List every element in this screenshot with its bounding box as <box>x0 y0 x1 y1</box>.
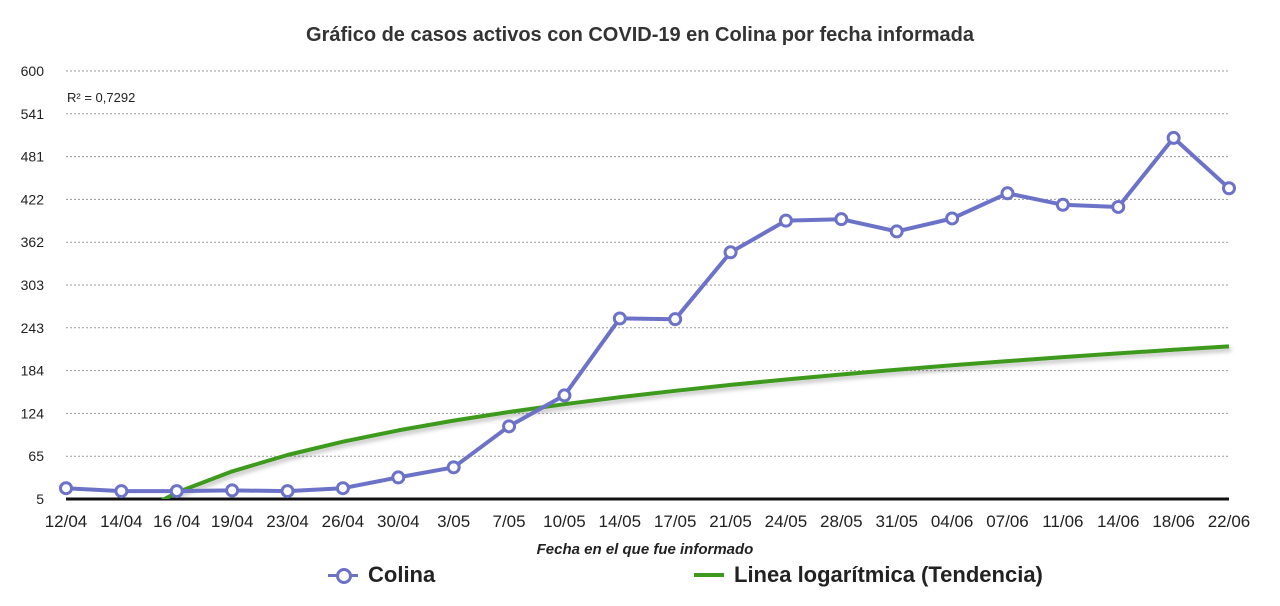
chart-title: Gráfico de casos activos con COVID-19 en… <box>306 24 974 46</box>
y-tick-label: 422 <box>21 191 45 207</box>
colina-point <box>612 311 627 326</box>
x-tick-label: 17/05 <box>654 512 697 531</box>
x-tick-label: 11/06 <box>1042 512 1083 531</box>
x-tick-label: 14/05 <box>599 512 642 531</box>
y-axis-ticks: 600 541 481 422 362 303 243 184 124 65 5 <box>21 63 45 507</box>
colina-point <box>778 213 793 228</box>
colina-point <box>502 419 517 434</box>
x-tick-label: 18/06 <box>1152 512 1195 531</box>
colina-point <box>889 224 904 239</box>
x-tick-label: 14/06 <box>1097 512 1140 531</box>
colina-point <box>446 460 461 475</box>
colina-point <box>1000 186 1015 201</box>
colina-point <box>1222 181 1236 196</box>
x-tick-label: 12/04 <box>45 512 88 531</box>
y-tick-label: 362 <box>21 234 45 250</box>
legend-swatch-colina <box>328 565 358 585</box>
y-tick-label: 303 <box>21 277 45 293</box>
x-tick-label: 22/06 <box>1208 512 1251 531</box>
x-tick-label: 30/04 <box>377 512 420 531</box>
colina-line <box>65 135 1231 494</box>
colina-point <box>114 484 129 499</box>
colina-point <box>1111 199 1126 214</box>
y-tick-label: 65 <box>28 448 44 464</box>
x-tick-label: 10/05 <box>543 512 586 531</box>
colina-point <box>1166 130 1181 145</box>
x-tick-label: 31/05 <box>875 512 918 531</box>
x-tick-label: 7/05 <box>493 512 526 531</box>
legend-label-colina: Colina <box>368 562 436 587</box>
series-layer <box>59 130 1236 499</box>
x-tick-label: 3/05 <box>437 512 470 531</box>
trend-line <box>160 344 1230 499</box>
x-tick-label: 23/04 <box>266 512 309 531</box>
x-tick-label: 21/05 <box>709 512 752 531</box>
colina-point <box>335 481 350 496</box>
x-tick-label: 04/06 <box>931 512 974 531</box>
y-tick-label: 124 <box>21 405 45 421</box>
legend: Colina Linea logarítmica (Tendencia) <box>0 562 1280 592</box>
x-tick-label: 28/05 <box>820 512 863 531</box>
y-tick-label: 184 <box>21 363 45 379</box>
legend-label-trend: Linea logarítmica (Tendencia) <box>734 562 1043 587</box>
colina-point <box>59 481 73 496</box>
colina-point <box>834 212 849 227</box>
y-tick-label: 541 <box>21 106 45 122</box>
x-tick-label: 07/06 <box>986 512 1029 531</box>
x-tick-label: 24/05 <box>765 512 808 531</box>
x-tick-label: 26/04 <box>322 512 365 531</box>
y-tick-label: 600 <box>21 63 45 79</box>
y-tick-label: 5 <box>36 491 44 507</box>
colina-point <box>945 211 960 226</box>
colina-point <box>280 484 295 499</box>
colina-point <box>668 312 683 327</box>
x-axis-ticks: 12/04 14/04 16 /04 19/04 23/04 26/04 30/04 3/05… <box>45 512 1251 531</box>
legend-item-trend: Linea logarítmica (Tendencia) <box>694 562 1043 588</box>
colina-point <box>225 483 240 498</box>
x-tick-label: 16 /04 <box>153 512 200 531</box>
colina-point <box>169 484 184 499</box>
legend-item-colina: Colina <box>328 562 435 588</box>
colina-point <box>391 470 406 485</box>
colina-point <box>723 245 738 260</box>
x-tick-label: 19/04 <box>211 512 254 531</box>
y-tick-label: 481 <box>21 149 45 165</box>
x-tick-label: 14/04 <box>100 512 143 531</box>
colina-point <box>1055 197 1070 212</box>
legend-swatch-trend <box>694 565 724 585</box>
y-tick-label: 243 <box>21 320 45 336</box>
r-squared-annotation: R² = 0,7292 <box>67 90 136 105</box>
colina-point <box>557 388 572 403</box>
grid-lines <box>66 70 1229 457</box>
x-axis-label: Fecha en el que fue informado <box>536 541 754 558</box>
